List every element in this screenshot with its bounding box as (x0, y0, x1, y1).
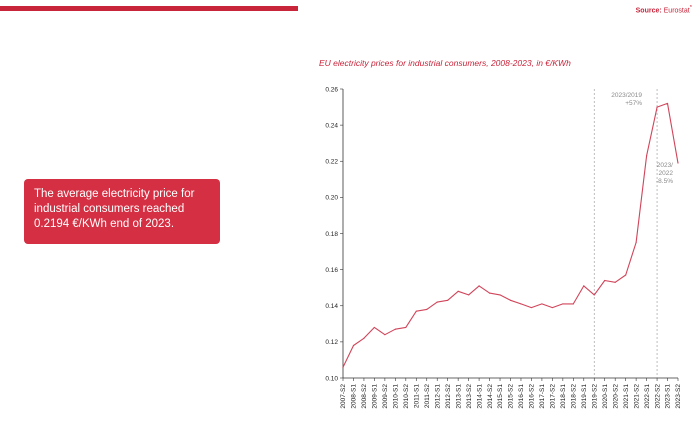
x-tick-label: 2020-S1 (602, 384, 609, 409)
x-tick-label: 2022-S1 (644, 384, 651, 409)
x-tick-label: 2013-S1 (455, 384, 462, 409)
data-point (447, 299, 449, 301)
reference-annotation: 2023/ (657, 162, 673, 169)
data-point (509, 299, 512, 301)
data-point (604, 279, 606, 282)
x-tick-label: 2023-S1 (665, 384, 672, 409)
source-mark: * (689, 5, 692, 11)
x-tick-label: 2019-S1 (581, 384, 588, 409)
reference-annotation: -8.5% (656, 178, 673, 185)
x-tick-label: 2011-S1 (413, 384, 420, 408)
reference-annotation: +57% (625, 100, 642, 107)
data-point (666, 102, 669, 105)
x-tick-label: 2018-S2 (571, 384, 578, 409)
data-point (415, 310, 417, 312)
x-tick-label: 2020-S2 (612, 384, 619, 409)
data-point (635, 241, 637, 244)
price-series-line (342, 102, 679, 368)
y-tick-label: 0.14 (325, 303, 338, 310)
x-tick-label: 2019-S2 (591, 384, 598, 409)
y-tick-label: 0.12 (325, 339, 338, 346)
x-tick-label: 2022-S2 (654, 384, 661, 409)
data-point (436, 301, 438, 303)
callout-box: The average electricity price for indust… (24, 179, 220, 244)
x-tick-label: 2016-S2 (529, 384, 536, 409)
data-point (530, 306, 533, 309)
data-point (677, 162, 679, 164)
data-point (405, 326, 407, 329)
data-point (656, 106, 658, 108)
y-tick-label: 0.20 (325, 195, 338, 202)
top-accent-bar (0, 6, 298, 11)
data-point (551, 306, 553, 309)
data-point (499, 294, 501, 296)
x-tick-label: 2013-S2 (466, 384, 473, 409)
data-point (593, 294, 595, 296)
x-tick-label: 2007-S2 (340, 384, 347, 409)
chart-title: EU electricity prices for industrial con… (319, 58, 571, 68)
x-tick-label: 2009-S1 (372, 384, 379, 409)
x-tick-label: 2011-S2 (424, 384, 431, 408)
data-point (583, 285, 585, 287)
y-tick-label: 0.22 (325, 159, 338, 166)
y-tick-label: 0.24 (325, 122, 338, 129)
reference-annotation: 2022 (659, 170, 674, 177)
x-tick-label: 2010-S1 (393, 384, 400, 409)
data-point (384, 334, 386, 336)
x-tick-label: 2012-S2 (445, 384, 452, 409)
y-tick-label: 0.16 (325, 267, 338, 274)
data-point (645, 155, 648, 157)
data-point (373, 326, 376, 329)
data-point (342, 366, 344, 368)
data-point (562, 303, 564, 305)
data-point (614, 281, 616, 283)
data-point (426, 308, 428, 310)
x-tick-label: 2017-S1 (539, 384, 546, 409)
x-tick-label: 2015-S1 (497, 384, 504, 409)
callout-text: The average electricity price for indust… (34, 188, 195, 230)
x-tick-label: 2016-S1 (518, 384, 525, 409)
reference-annotation: 2023/2019 (611, 92, 642, 99)
x-tick-label: 2009-S2 (382, 384, 389, 409)
data-point (625, 274, 627, 276)
data-point (394, 328, 396, 330)
source-credit: Source: Eurostat* (636, 5, 692, 14)
x-tick-label: 2018-S1 (560, 384, 567, 409)
source-label: Source: (635, 7, 662, 15)
x-tick-label: 2012-S1 (434, 384, 441, 409)
x-tick-label: 2023-S2 (675, 384, 682, 409)
x-tick-label: 2014-S2 (487, 384, 494, 409)
x-tick-label: 2017-S2 (550, 384, 557, 409)
data-point (363, 337, 365, 339)
x-tick-label: 2010-S2 (403, 384, 410, 409)
source-value: Eurostat (663, 7, 690, 15)
x-tick-label: 2008-S1 (351, 384, 358, 409)
x-tick-label: 2021-S2 (633, 384, 640, 409)
y-tick-label: 0.26 (325, 86, 338, 93)
y-tick-label: 0.10 (325, 375, 338, 382)
x-tick-label: 2015-S2 (508, 384, 515, 409)
x-tick-label: 2008-S2 (361, 384, 368, 409)
x-tick-label: 2014-S1 (476, 384, 483, 409)
data-point (457, 290, 459, 292)
data-point (478, 285, 480, 287)
data-point (572, 303, 574, 305)
data-point (468, 294, 470, 296)
data-point (520, 303, 522, 305)
data-point (488, 292, 491, 294)
y-tick-label: 0.18 (325, 231, 338, 238)
x-tick-label: 2021-S1 (623, 384, 630, 409)
data-point (352, 344, 355, 347)
data-point (541, 303, 543, 305)
